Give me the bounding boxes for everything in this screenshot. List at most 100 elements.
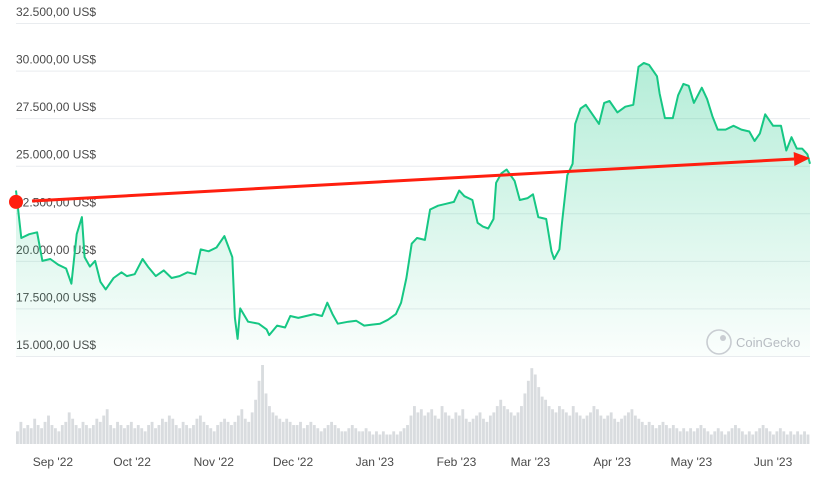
x-tick-label: Jan '23	[356, 455, 395, 469]
volume-bar	[323, 428, 326, 444]
volume-bar	[396, 435, 399, 444]
volume-bar	[558, 406, 561, 444]
volume-bar	[389, 435, 392, 444]
volume-bar	[351, 425, 354, 444]
volume-bar	[530, 368, 533, 444]
volume-bar	[171, 419, 174, 444]
volume-bar	[261, 365, 264, 444]
x-tick-label: Apr '23	[593, 455, 631, 469]
volume-bar	[565, 412, 568, 444]
volume-bar	[51, 425, 54, 444]
volume-bar	[26, 425, 29, 444]
volume-bar	[589, 412, 592, 444]
volume-bar	[137, 425, 140, 444]
volume-bar	[454, 412, 457, 444]
volume-bar	[403, 428, 406, 444]
volume-bar	[265, 393, 268, 444]
volume-bar	[606, 416, 609, 444]
volume-bar	[448, 416, 451, 444]
volume-bar	[593, 406, 596, 444]
volume-bar	[672, 425, 675, 444]
volume-bar	[120, 425, 123, 444]
volume-bar	[775, 431, 778, 444]
volume-bar	[510, 412, 513, 444]
volume-bar	[499, 400, 502, 444]
volume-bar	[271, 412, 274, 444]
volume-bar	[392, 431, 395, 444]
volume-bar	[482, 419, 485, 444]
volume-bar	[19, 422, 22, 444]
volume-bar	[744, 435, 747, 444]
volume-bar	[630, 409, 633, 444]
volume-bar	[406, 425, 409, 444]
volume-bar	[361, 431, 364, 444]
volume-bar	[782, 431, 785, 444]
volume-bar	[503, 406, 506, 444]
volume-bar	[727, 431, 730, 444]
volume-bar	[537, 387, 540, 444]
volume-bar	[113, 428, 116, 444]
volume-bar	[140, 428, 143, 444]
volume-bar	[161, 419, 164, 444]
x-tick-label: Oct '22	[113, 455, 151, 469]
volume-bar	[706, 431, 709, 444]
volume-bar	[617, 422, 620, 444]
price-area-layer	[16, 63, 810, 356]
volume-bar	[599, 416, 602, 444]
volume-bar	[126, 425, 129, 444]
volume-bar	[696, 428, 699, 444]
volume-bar	[399, 431, 402, 444]
volume-bar	[30, 428, 33, 444]
volume-bar	[82, 422, 85, 444]
volume-bar	[227, 422, 230, 444]
volume-bar	[451, 419, 454, 444]
volume-bar	[275, 416, 278, 444]
volume-bar	[206, 425, 209, 444]
x-tick-label: Dec '22	[273, 455, 314, 469]
volume-bar	[555, 412, 558, 444]
arrow-start-dot	[9, 195, 23, 209]
volume-bar	[520, 406, 523, 444]
volume-bar	[154, 428, 157, 444]
volume-bar	[441, 406, 444, 444]
volume-bar	[434, 416, 437, 444]
volume-bar	[641, 422, 644, 444]
y-tick-label: 25.000,00 US$	[16, 148, 96, 162]
volume-bar	[147, 425, 150, 444]
volume-bar	[268, 406, 271, 444]
volume-bar	[230, 425, 233, 444]
volume-bar	[344, 431, 347, 444]
volume-bar	[475, 416, 478, 444]
volume-bar	[765, 428, 768, 444]
volume-bar	[410, 416, 413, 444]
volume-bar	[465, 419, 468, 444]
volume-bar	[99, 422, 102, 444]
volume-bar	[423, 416, 426, 444]
volume-bar	[202, 422, 205, 444]
volume-bar	[64, 422, 67, 444]
volume-bar	[296, 425, 299, 444]
volume-bar	[130, 422, 133, 444]
volume-bar	[327, 425, 330, 444]
volume-bar	[209, 428, 212, 444]
volume-bar	[665, 425, 668, 444]
volume-bar	[713, 431, 716, 444]
volume-bar	[196, 419, 199, 444]
volume-bar	[68, 412, 71, 444]
volume-bar	[506, 409, 509, 444]
volume-bar	[164, 422, 167, 444]
volume-bar	[551, 409, 554, 444]
volume-bar	[613, 419, 616, 444]
volume-bar	[220, 422, 223, 444]
volume-bar	[561, 409, 564, 444]
volume-bar	[523, 393, 526, 444]
volume-bar	[627, 412, 630, 444]
volume-bar	[168, 416, 171, 444]
volume-bar	[644, 425, 647, 444]
volume-bar	[133, 428, 136, 444]
volume-bar	[662, 422, 665, 444]
volume-bar	[675, 428, 678, 444]
volume-bar	[596, 409, 599, 444]
volume-bar	[347, 428, 350, 444]
